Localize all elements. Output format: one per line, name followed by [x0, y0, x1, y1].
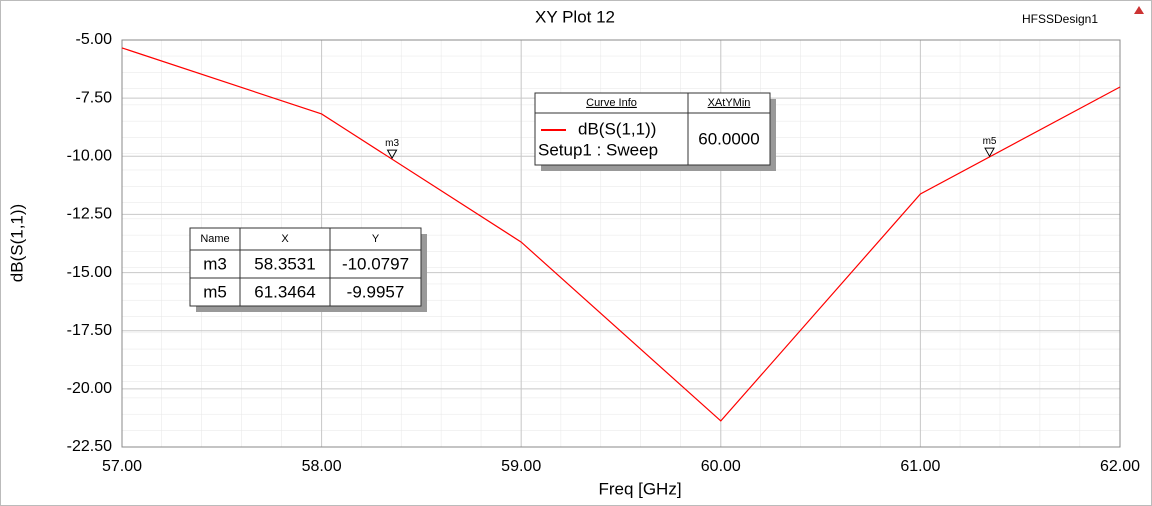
- y-tick-label: -20.00: [67, 380, 112, 397]
- table-cell: 58.3531: [254, 254, 315, 273]
- y-tick-label: -12.50: [67, 206, 112, 223]
- y-tick-label: -15.00: [67, 264, 112, 281]
- marker-label: m3: [385, 138, 399, 149]
- y-tick-label: -10.00: [67, 148, 112, 165]
- design-name: HFSSDesign1: [1022, 12, 1098, 26]
- curve-info-box: [534, 92, 771, 166]
- y-tick-label: -5.00: [76, 31, 113, 48]
- y-tick-label: -22.50: [67, 438, 112, 455]
- y-tick-label: -7.50: [76, 89, 113, 106]
- y-tick-label: -17.50: [67, 322, 112, 339]
- table-cell: m5: [203, 282, 227, 301]
- chart-title: XY Plot 12: [535, 7, 615, 26]
- y-axis-label: dB(S(1,1)): [7, 204, 26, 282]
- table-cell: m3: [203, 254, 227, 273]
- x-tick-label: 58.00: [302, 458, 342, 475]
- marker-label: m5: [983, 136, 997, 147]
- legend-entry: dB(S(1,1)): [578, 119, 656, 138]
- table-cell: 60.0000: [698, 129, 759, 148]
- x-axis-label: Freq [GHz]: [598, 479, 681, 498]
- x-tick-label: 62.00: [1100, 458, 1140, 475]
- x-tick-label: 60.00: [701, 458, 741, 475]
- series-line: [121, 47, 1121, 422]
- table-header: X: [281, 233, 289, 245]
- marker-triangle: [984, 147, 995, 158]
- table-cell: 61.3464: [254, 282, 315, 301]
- table-header: Name: [200, 233, 229, 245]
- table-header: Curve Info: [586, 97, 637, 109]
- legend-setup: Setup1 : Sweep: [538, 140, 658, 159]
- marker-table: [189, 227, 422, 307]
- table-cell: -9.9957: [347, 282, 405, 301]
- x-tick-label: 57.00: [102, 458, 142, 475]
- plot-border: [121, 39, 1121, 448]
- x-tick-label: 59.00: [501, 458, 541, 475]
- overlays: m3 m5 Curve Info XAtYMin dB(S(1,1)) Setup1 : …: [189, 92, 997, 312]
- table-header: Y: [372, 233, 380, 245]
- plot: [121, 47, 1121, 422]
- x-tick-label: 61.00: [900, 458, 940, 475]
- marker-triangle: [386, 149, 398, 160]
- table-header: XAtYMin: [708, 97, 751, 109]
- design-icon: [1134, 6, 1144, 14]
- table-cell: -10.0797: [342, 254, 409, 273]
